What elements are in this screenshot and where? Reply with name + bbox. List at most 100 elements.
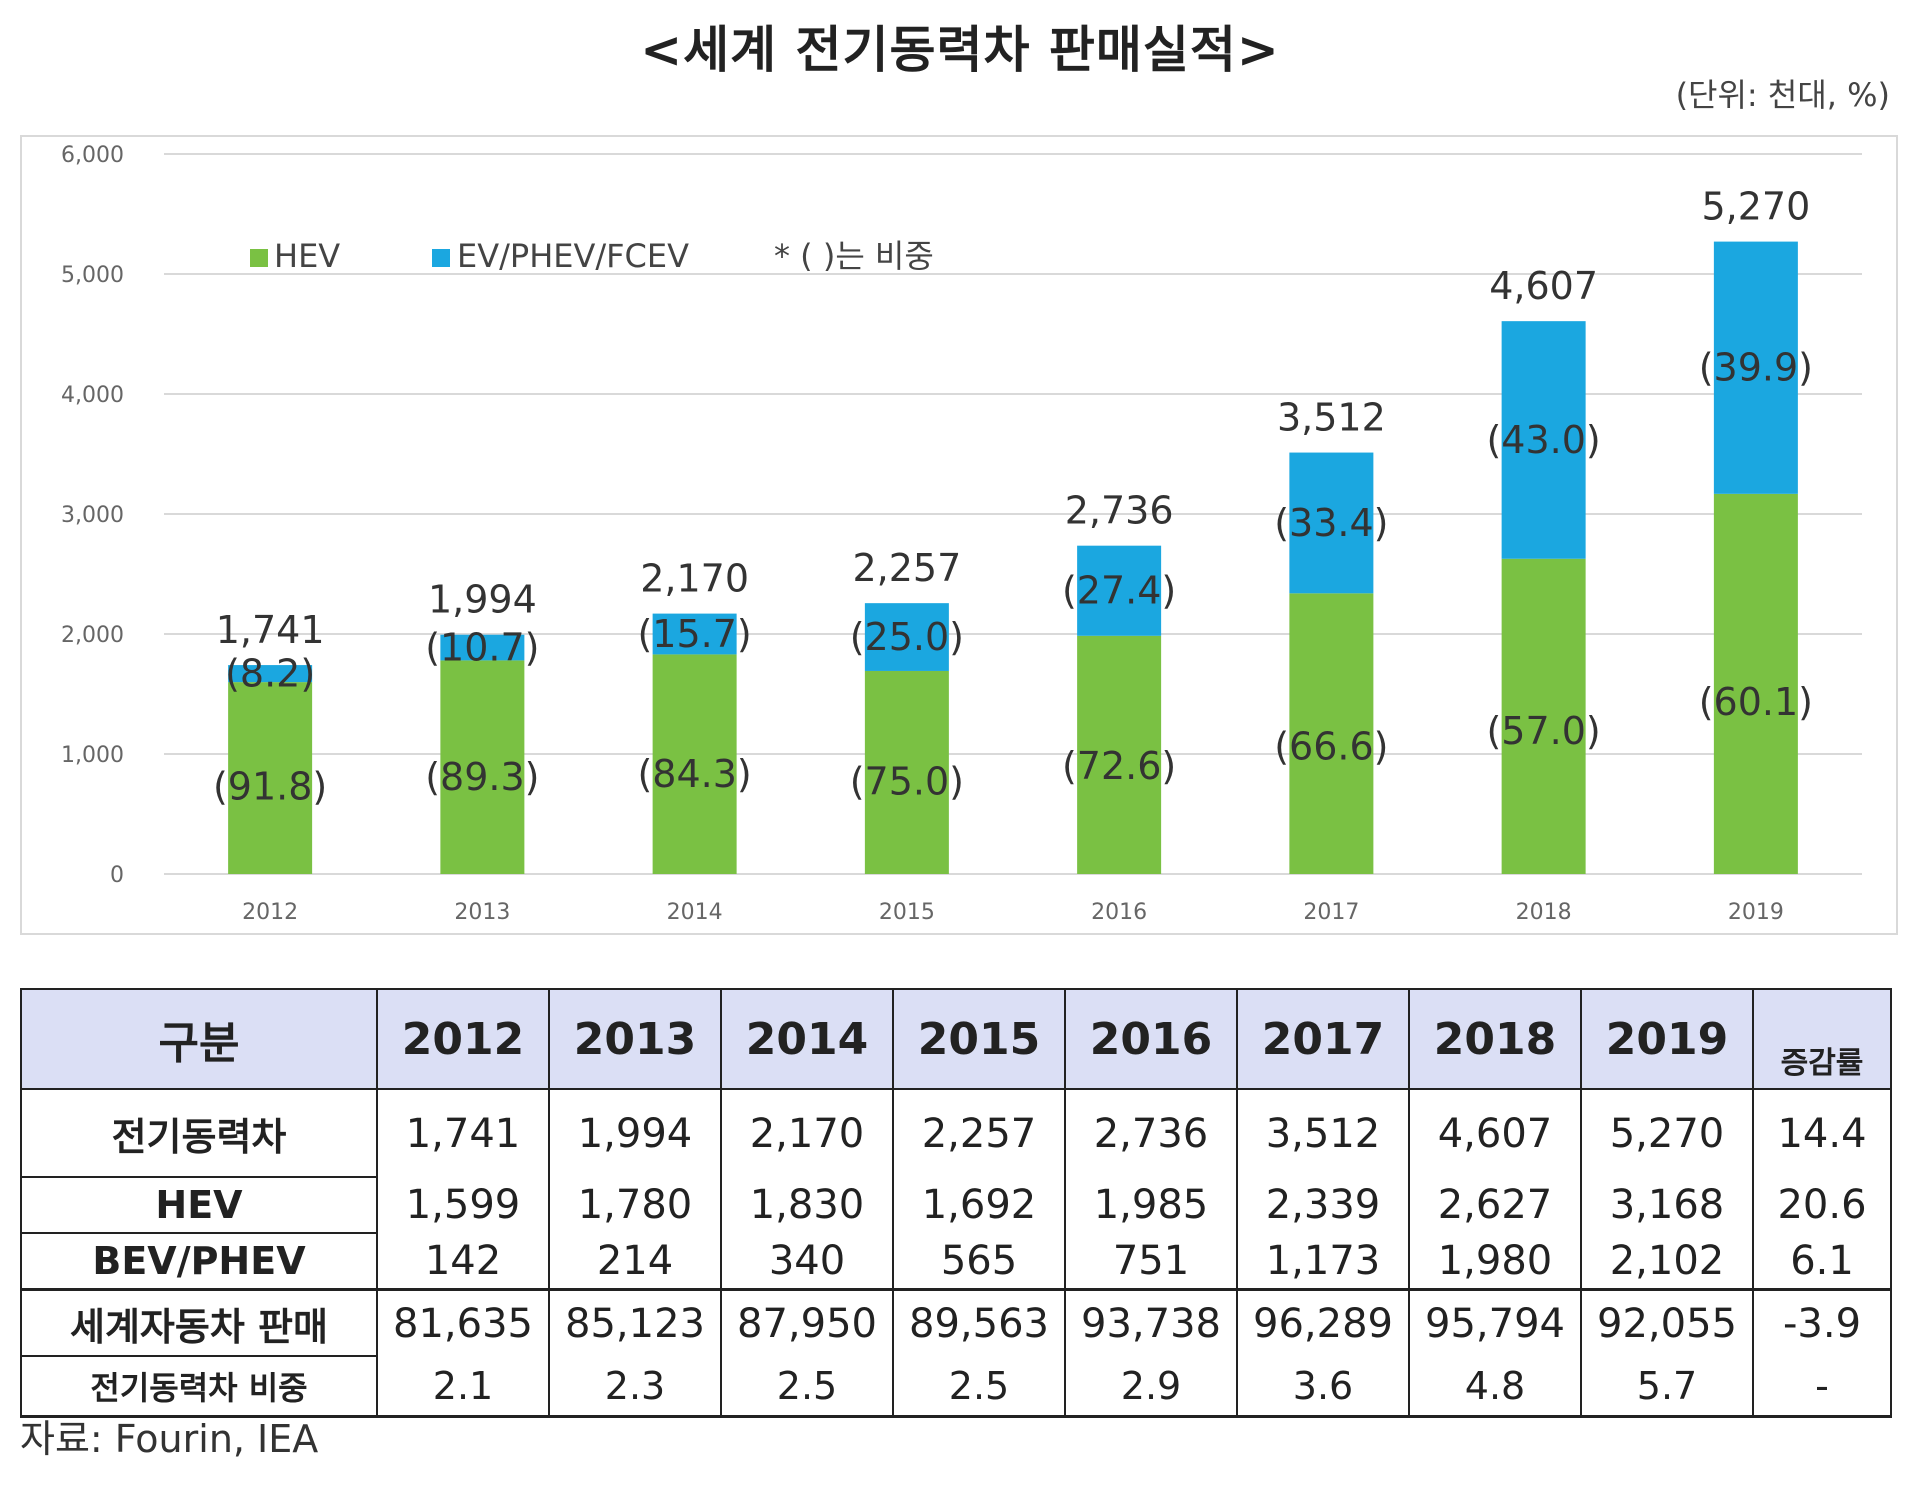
table-row-ev-total: 전기동력차 1,741 1,994 2,170 2,257 2,736 3,51… [20, 1088, 1892, 1177]
legend-label-hev: HEV [274, 237, 340, 275]
data-label-ev-share: (8.2) [225, 652, 315, 696]
data-label-total: 5,270 [1701, 185, 1810, 229]
x-tick-label: 2017 [1303, 900, 1359, 925]
data-label-ev-share: (10.7) [425, 626, 539, 670]
table-cell: 1,780 [548, 1177, 722, 1233]
bar-ev [1289, 452, 1374, 594]
unit-note: (단위: 천대, %) [1675, 76, 1890, 114]
bar-hev [864, 670, 949, 874]
y-tick-label: 3,000 [61, 503, 124, 528]
y-tick-label: 2,000 [61, 623, 124, 648]
table-cell: 5.7 [1580, 1356, 1754, 1418]
bar-hev [1501, 558, 1586, 874]
header-year: 2014 [720, 988, 894, 1090]
x-tick-label: 2018 [1516, 900, 1572, 925]
table-cell: 85,123 [548, 1288, 722, 1356]
table-cell: 1,741 [376, 1088, 550, 1177]
header-year: 2019 [1580, 988, 1754, 1090]
table-cell: 96,289 [1236, 1288, 1410, 1356]
data-label-total: 1,741 [216, 608, 325, 652]
x-tick-label: 2019 [1728, 900, 1784, 925]
chart-title: <세계 전기동력차 판매실적> [640, 21, 1280, 79]
y-tick-label: 4,000 [61, 383, 124, 408]
data-label-total: 3,512 [1277, 396, 1386, 440]
data-label-hev-share: (89.3) [425, 755, 539, 799]
y-tick-label: 1,000 [61, 743, 124, 768]
table-cell: 95,794 [1408, 1288, 1582, 1356]
row-label: 세계자동차 판매 [20, 1288, 378, 1356]
table-cell: 565 [892, 1233, 1066, 1291]
x-tick-label: 2016 [1091, 900, 1147, 925]
y-tick-label: 6,000 [61, 143, 124, 168]
table-cell: 2.9 [1064, 1356, 1238, 1418]
data-label-ev-share: (33.4) [1274, 501, 1388, 545]
bar-ev [228, 665, 313, 683]
bar-ev [652, 613, 737, 655]
bar-hev [228, 682, 313, 874]
data-label-total: 4,607 [1489, 264, 1598, 308]
y-tick-label: 0 [110, 863, 124, 888]
table-cell: 89,563 [892, 1288, 1066, 1356]
table-cell: 1,994 [548, 1088, 722, 1177]
header-year: 2013 [548, 988, 722, 1090]
x-tick-label: 2014 [667, 900, 723, 925]
table-cell: 5,270 [1580, 1088, 1754, 1177]
x-tick-label: 2015 [879, 900, 935, 925]
table-cell: 2,102 [1580, 1233, 1754, 1291]
legend-swatch-ev [432, 249, 450, 267]
growth-cell: 20.6 [1752, 1177, 1892, 1233]
header-year: 2012 [376, 988, 550, 1090]
table-cell: 142 [376, 1233, 550, 1291]
chart-area: 0 1,000 2,000 3,000 4,000 5,000 6,000 (91.8) (8.… [20, 135, 1898, 935]
legend-note: * ( )는 비중 [774, 237, 934, 275]
table-row-world-sales: 세계자동차 판매 81,635 85,123 87,950 89,563 93,… [20, 1288, 1892, 1356]
bar-hev [1289, 593, 1374, 874]
table-cell: 751 [1064, 1233, 1238, 1291]
table-cell: 214 [548, 1233, 722, 1291]
row-label: HEV [20, 1176, 378, 1233]
data-label-total: 2,736 [1065, 489, 1174, 533]
table-cell: 2.5 [720, 1356, 894, 1418]
row-label: BEV/PHEV [20, 1232, 378, 1291]
bar-ev [1501, 321, 1586, 559]
bar-ev [440, 634, 525, 661]
data-label-hev-share: (75.0) [850, 760, 964, 804]
x-tick-label: 2013 [454, 900, 510, 925]
table-cell: 340 [720, 1233, 894, 1291]
data-label-total: 2,257 [852, 546, 961, 590]
header-year: 2018 [1408, 988, 1582, 1090]
sales-table: 구분 2012 2013 2014 2015 2016 2017 2018 20… [20, 988, 1892, 1418]
data-label-hev-share: (60.1) [1699, 680, 1813, 724]
stacked-bar-chart: 0 1,000 2,000 3,000 4,000 5,000 6,000 (91.8) (8.… [61, 143, 1862, 925]
table-cell: 92,055 [1580, 1288, 1754, 1356]
table-row-bev-phev: BEV/PHEV 142 214 340 565 751 1,173 1,980… [20, 1232, 1892, 1291]
data-label-ev-share: (43.0) [1486, 418, 1600, 462]
growth-cell: 14.4 [1752, 1088, 1892, 1177]
table-cell: 81,635 [376, 1288, 550, 1356]
data-label-ev-share: (15.7) [637, 612, 751, 656]
y-tick-label: 5,000 [61, 263, 124, 288]
row-label: 전기동력차 비중 [20, 1355, 378, 1418]
x-tick-label: 2012 [242, 900, 298, 925]
bar-hev [652, 654, 737, 874]
table-cell: 3.6 [1236, 1356, 1410, 1418]
header-growth: 증감률 [1752, 988, 1892, 1090]
table-cell: 1,173 [1236, 1233, 1410, 1291]
data-label-ev-share: (25.0) [850, 615, 964, 659]
table-cell: 87,950 [720, 1288, 894, 1356]
data-label-ev-share: (27.4) [1062, 569, 1176, 613]
table-cell: 4,607 [1408, 1088, 1582, 1177]
bar-hev [440, 660, 525, 874]
header-year: 2015 [892, 988, 1066, 1090]
data-label-hev-share: (57.0) [1486, 709, 1600, 753]
table-cell: 2.3 [548, 1356, 722, 1418]
header-label: 구분 [20, 988, 378, 1090]
header-year: 2016 [1064, 988, 1238, 1090]
table-cell: 93,738 [1064, 1288, 1238, 1356]
bar-ev [1077, 545, 1162, 636]
table-cell: 1,692 [892, 1177, 1066, 1233]
data-label-ev-share: (39.9) [1699, 346, 1813, 390]
bar-ev [864, 603, 949, 671]
source-note: 자료: Fourin, IEA [20, 1417, 319, 1461]
table-row-hev: HEV 1,599 1,780 1,830 1,692 1,985 2,339 … [20, 1176, 1892, 1233]
